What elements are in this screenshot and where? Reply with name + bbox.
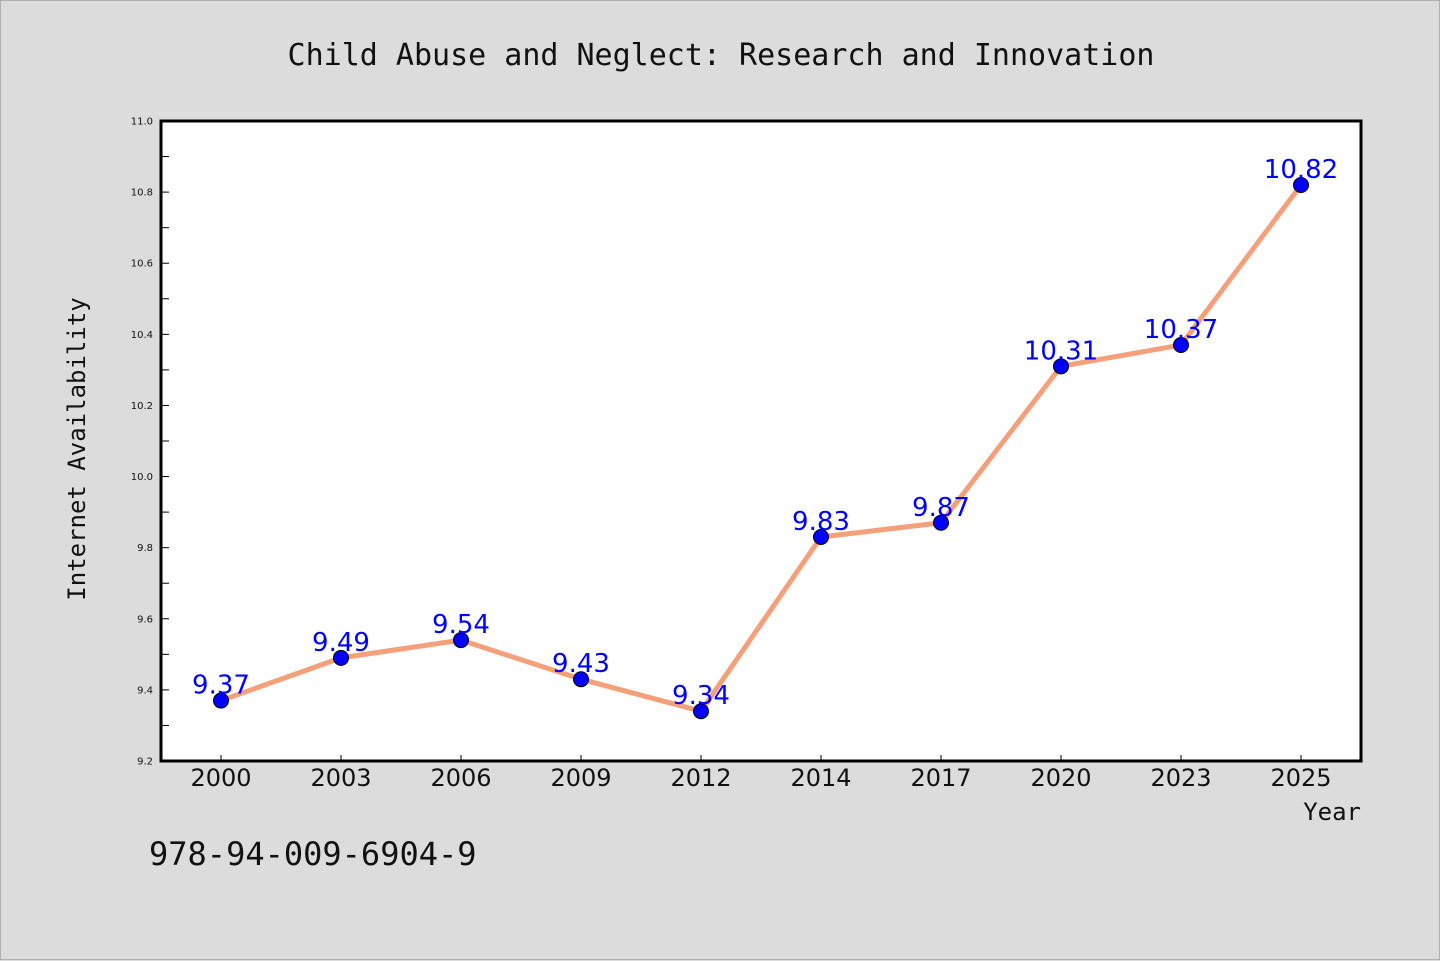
series-line-layer [218,182,1304,714]
x-tick-label: 2000 [190,764,251,792]
data-point [1053,358,1069,375]
x-tick-label: 2012 [670,764,731,792]
y-axis: 9.2 9.4 9.6 9.8 10.0 10.2 10.4 10.6 10.8 11.0 [131,117,169,768]
data-label: 10.37 [1144,315,1218,345]
markers-layer [213,177,1309,720]
data-point [693,703,709,720]
data-point [1293,177,1309,193]
data-label: 9.87 [912,493,970,523]
x-tick-label: 2017 [910,764,971,792]
data-point [453,632,469,649]
y-tick-label: 10.8 [131,188,153,199]
data-point [813,529,829,545]
y-tick-label: 10.4 [131,330,153,341]
data-label: 9.43 [552,649,610,679]
data-label: 9.37 [192,671,250,701]
data-point [573,671,589,688]
chart-title: Child Abuse and Neglect: Research and In… [288,38,1155,73]
x-axis: 2000 2003 2006 2009 2012 2014 2017 2020 2023 2025 [190,755,1332,792]
y-tick-label: 10.6 [131,259,153,270]
x-axis-label: Year [1303,798,1361,826]
x-tick-label: 2003 [310,764,371,792]
y-axis-label: Internet Availability [63,297,91,600]
data-label: 9.49 [312,628,370,658]
data-point [933,514,949,531]
data-label: 10.82 [1264,155,1338,185]
data-labels-layer: 9.37 9.49 9.54 9.43 9.34 9.83 9.87 10.31 10.37 10… [192,155,1338,711]
data-point [213,692,229,709]
x-tick-label: 2009 [550,764,611,792]
y-tick-label: 10.2 [131,401,153,412]
x-tick-label: 2023 [1150,764,1211,792]
data-label: 9.54 [432,610,490,640]
y-tick-label: 11.0 [131,117,153,128]
y-tick-label: 9.2 [137,757,153,768]
x-tick-label: 2025 [1270,764,1331,792]
x-tick-label: 2014 [790,764,851,792]
y-tick-label: 9.6 [137,614,153,625]
data-label: 10.31 [1024,336,1098,366]
data-point [333,649,349,666]
series-line [218,182,1304,714]
isbn-text: 978-94-009-6904-9 [149,835,477,873]
data-label: 9.83 [792,507,850,537]
y-tick-label: 9.8 [137,543,153,554]
y-tick-label: 9.4 [137,685,153,696]
data-point [1173,337,1189,353]
x-tick-label: 2006 [430,764,491,792]
y-tick-label: 10.0 [131,472,153,483]
data-label: 9.34 [672,681,730,711]
x-tick-label: 2020 [1030,764,1091,792]
